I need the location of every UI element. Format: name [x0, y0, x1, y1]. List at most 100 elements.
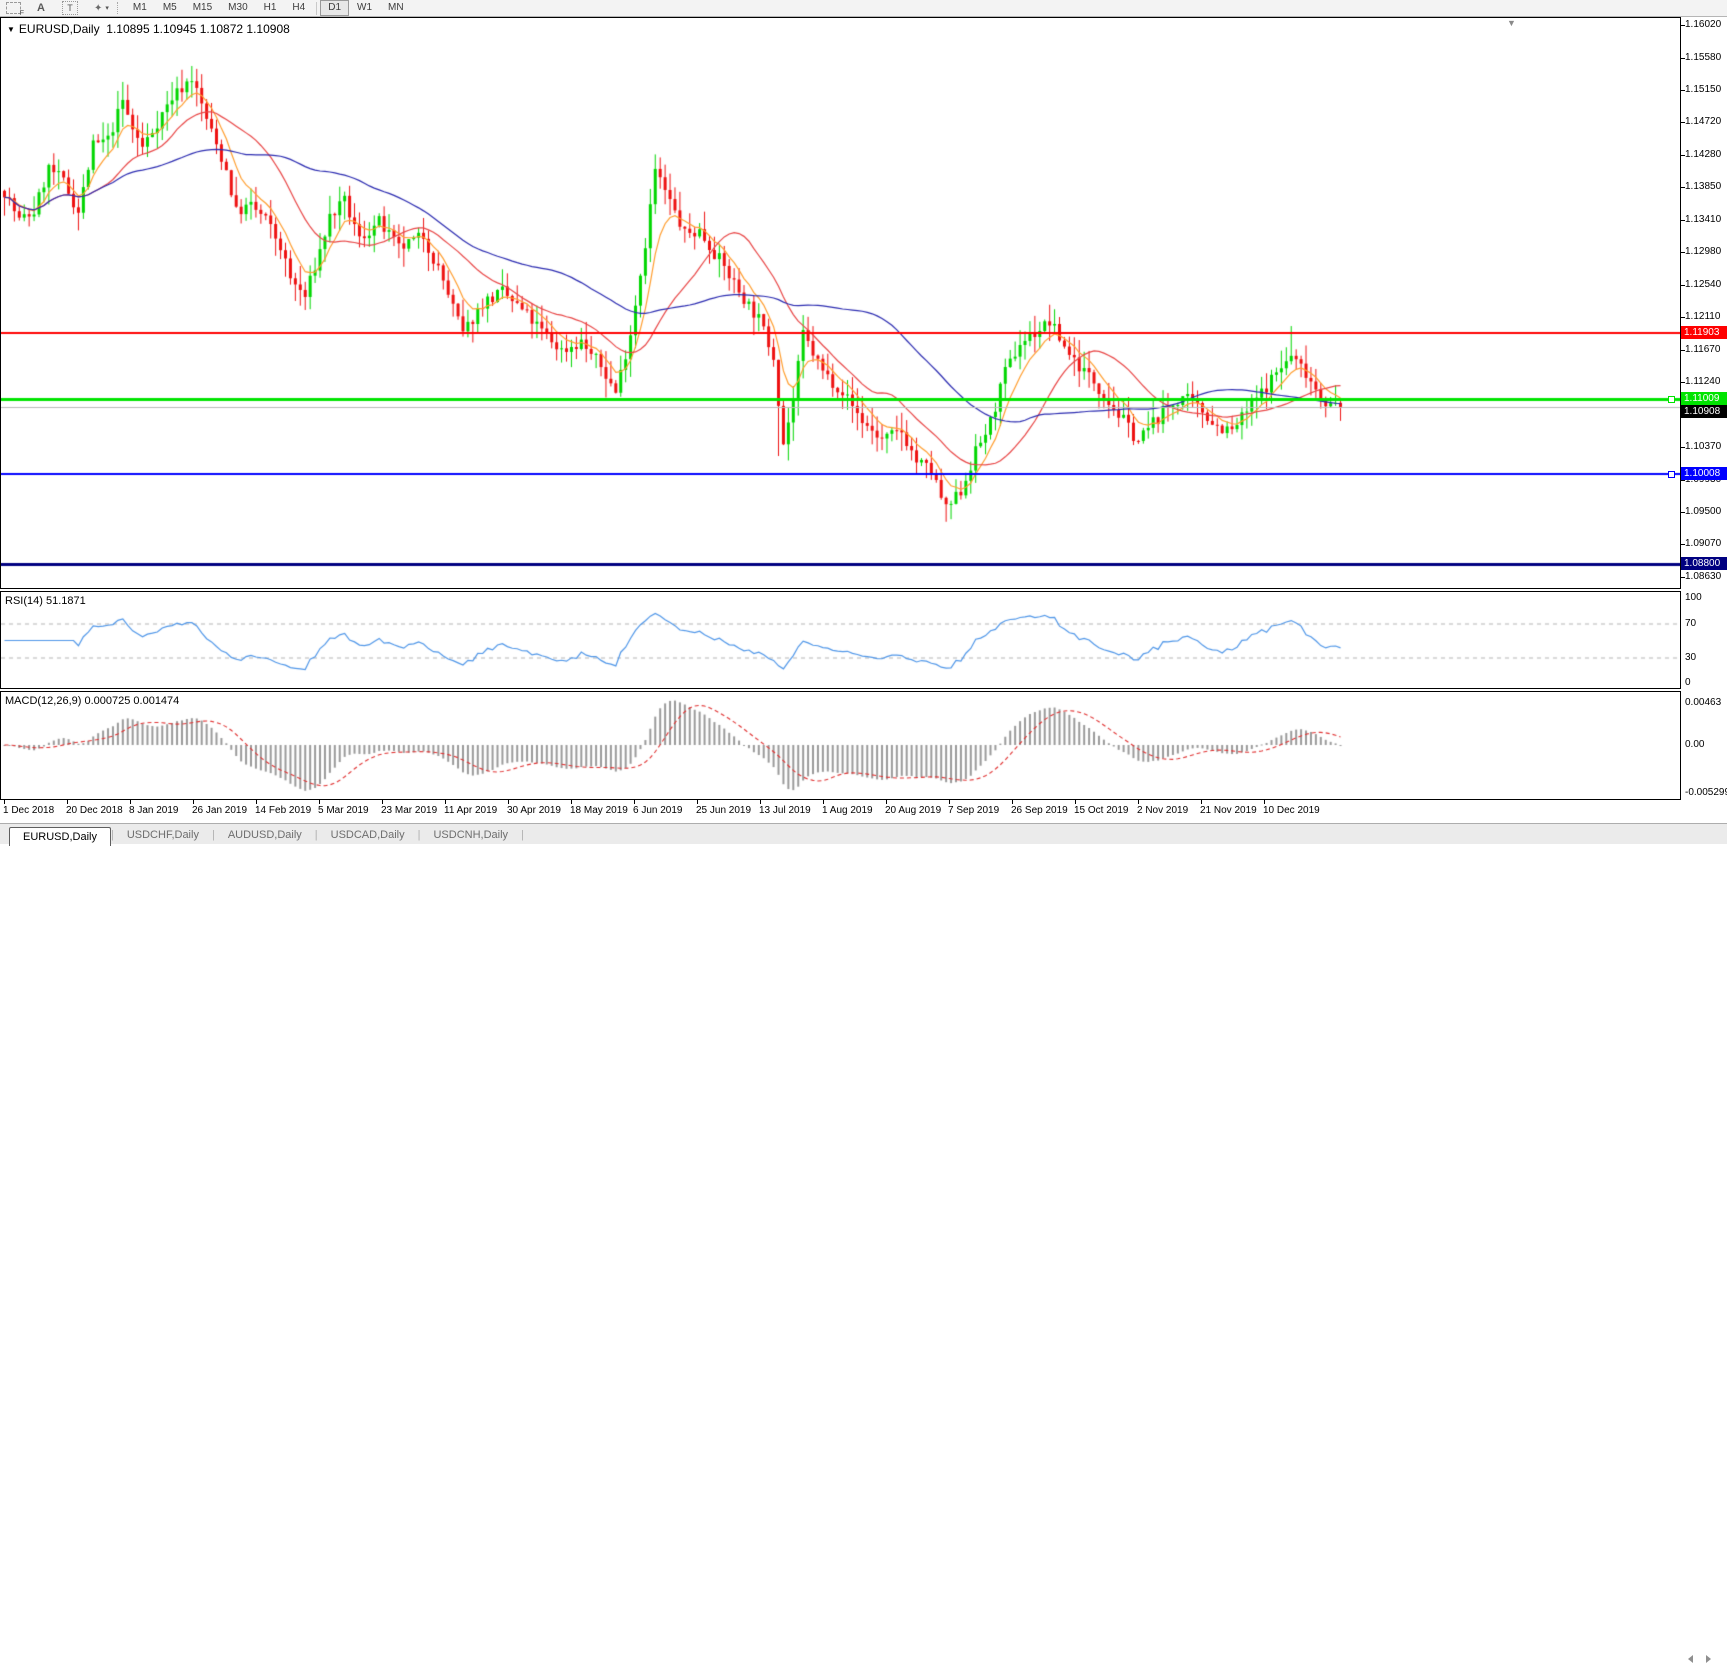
date-label: 30 Apr 2019	[507, 805, 561, 816]
chart-tab-eurusd[interactable]: EURUSD,Daily	[9, 827, 111, 846]
rsi-level-label: 70	[1685, 617, 1697, 629]
macd-level-label: 0.00	[1685, 739, 1705, 750]
date-label: 1 Aug 2019	[822, 805, 873, 816]
date-tick-mark	[1075, 800, 1076, 804]
support-line-navy-price-label: 1.08800	[1681, 557, 1727, 571]
chart-tab-usdchf[interactable]: USDCHF,Daily	[126, 829, 199, 841]
timeframe-button-m1[interactable]: M1	[132, 2, 147, 13]
tab-scroll-left-button[interactable]	[1688, 1655, 1693, 1663]
price-tick-label: 1.09070	[1685, 538, 1722, 550]
date-label: 13 Jul 2019	[759, 805, 811, 816]
date-label: 8 Jan 2019	[129, 805, 179, 816]
price-tick-label: 1.12540	[1685, 278, 1722, 290]
arrow-styles-dropdown[interactable]: ✦ ▾	[82, 1, 109, 16]
date-label: 14 Feb 2019	[255, 805, 312, 816]
date-tick-mark	[1201, 800, 1202, 804]
date-tick-mark	[445, 800, 446, 804]
date-label: 1 Dec 2018	[3, 805, 55, 816]
toolbar: F A T ✦ ▾ M1 M5 M15 M30 H1 H4 D1 W1 MN	[0, 0, 1727, 17]
date-label: 26 Jan 2019	[192, 805, 248, 816]
price-chart-canvas[interactable]	[1, 18, 1680, 588]
price-tick-mark	[1681, 577, 1685, 579]
symbol-header: ▼ EURUSD,Daily 1.10895 1.10945 1.10872 1.…	[7, 22, 290, 36]
price-tick-mark	[1681, 219, 1685, 221]
date-tick-mark	[634, 800, 635, 804]
main-chart-panel: ▼ EURUSD,Daily 1.10895 1.10945 1.10872 1.…	[0, 17, 1681, 589]
arrow-styles-icon: ✦	[94, 2, 103, 14]
price-tick-mark	[1681, 317, 1685, 319]
date-label: 11 Apr 2019	[444, 805, 498, 816]
macd-canvas[interactable]	[1, 692, 1680, 799]
timeframe-button-h1[interactable]: H1	[263, 2, 277, 13]
price-tick-label: 1.10370	[1685, 441, 1722, 453]
price-tick-mark	[1681, 512, 1685, 514]
price-tick-label: 1.14280	[1685, 148, 1722, 160]
price-tick-label: 1.15150	[1685, 83, 1722, 95]
date-label: 26 Sep 2019	[1011, 805, 1068, 816]
support-line-blue-drag-handle[interactable]	[1668, 471, 1675, 479]
macd-level-label: 0.00463	[1685, 697, 1722, 708]
price-tick-mark	[1681, 252, 1685, 254]
bid-price-line-price-label: 1.10908	[1681, 405, 1727, 419]
tab-separator: |	[110, 829, 114, 841]
price-tick-mark	[1681, 57, 1685, 59]
price-tick-mark	[1681, 187, 1685, 189]
text-box-icon: T	[62, 1, 78, 15]
price-tick-mark	[1681, 284, 1685, 286]
price-tick-label: 1.12110	[1685, 311, 1721, 323]
date-tick-mark	[697, 800, 698, 804]
tab-separator: |	[314, 829, 318, 841]
date-tick-mark	[760, 800, 761, 804]
grid-f-tool-button[interactable]: F	[2, 1, 24, 17]
symbol-name: EURUSD,Daily	[18, 22, 100, 36]
date-tick-mark	[319, 800, 320, 804]
date-tick-mark	[4, 800, 5, 804]
tab-separator: |	[417, 829, 421, 841]
price-tick-mark	[1681, 479, 1685, 481]
macd-label: MACD(12,26,9) 0.000725 0.001474	[5, 695, 180, 707]
date-label: 2 Nov 2019	[1137, 805, 1189, 816]
date-tick-mark	[130, 800, 131, 804]
tab-separator: |	[211, 829, 215, 841]
price-tick-label: 1.14720	[1685, 116, 1722, 128]
timeframe-button-w1[interactable]: W1	[357, 2, 373, 13]
timeframe-button-group: M1 M5 M15 M30 H1 H4 D1 W1 MN	[125, 0, 412, 16]
date-tick-mark	[1264, 800, 1265, 804]
timeframe-button-mn[interactable]: MN	[388, 2, 404, 13]
toolbar-separator	[316, 1, 318, 15]
support-line-green-price-label: 1.11009	[1681, 392, 1727, 406]
date-label: 23 Mar 2019	[381, 805, 438, 816]
macd-level-label: -0.005299	[1685, 787, 1727, 799]
price-tick-label: 1.13850	[1685, 181, 1722, 193]
rsi-level-label: 100	[1685, 592, 1702, 603]
timeframe-button-m30[interactable]: M30	[228, 2, 248, 13]
chart-tab-audusd[interactable]: AUDUSD,Daily	[227, 829, 302, 841]
date-tick-mark	[193, 800, 194, 804]
text-box-tool-button[interactable]: T	[50, 1, 78, 16]
chart-tab-usdcnh[interactable]: USDCNH,Daily	[433, 829, 509, 841]
tab-scroll-right-button[interactable]	[1706, 1655, 1711, 1663]
grid-f-icon: F	[6, 2, 24, 17]
timeframe-button-d1[interactable]: D1	[320, 0, 350, 16]
date-label: 18 May 2019	[570, 805, 628, 816]
date-label: 21 Nov 2019	[1200, 805, 1257, 816]
timeframe-button-h4[interactable]: H4	[292, 2, 306, 13]
support-line-blue-price-label: 1.10008	[1681, 467, 1727, 481]
support-line-green-drag-handle[interactable]	[1668, 396, 1675, 404]
price-tick-label: 1.15580	[1685, 51, 1722, 63]
date-tick-mark	[886, 800, 887, 804]
price-tick-label: 1.16020	[1685, 19, 1722, 30]
text-annotation-tool-button[interactable]: A	[26, 1, 46, 16]
timeframe-button-m15[interactable]: M15	[192, 2, 213, 13]
toolbar-separator	[116, 2, 119, 14]
date-label: 15 Oct 2019	[1074, 805, 1129, 816]
price-tick-mark	[1681, 349, 1685, 351]
date-label: 5 Mar 2019	[318, 805, 369, 816]
ohlc-values: 1.10895 1.10945 1.10872 1.10908	[106, 22, 290, 36]
price-tick-mark	[1681, 447, 1685, 449]
timeframe-button-m5[interactable]: M5	[162, 2, 177, 13]
rsi-canvas[interactable]	[1, 592, 1680, 688]
chart-tab-bar: EURUSD,Daily | USDCHF,Daily | AUDUSD,Daily | U…	[0, 823, 1727, 1663]
chart-tab-usdcad[interactable]: USDCAD,Daily	[330, 829, 405, 841]
date-label: 10 Dec 2019	[1263, 805, 1320, 816]
